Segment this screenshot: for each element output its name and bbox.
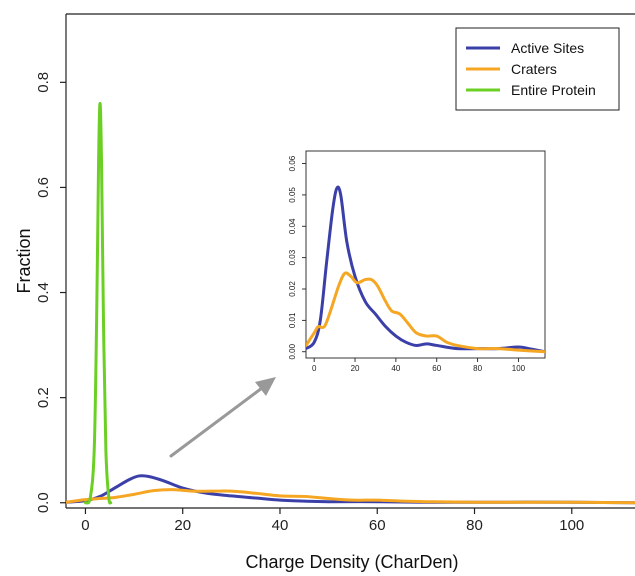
x-axis-title: Charge Density (CharDen)	[245, 552, 458, 572]
legend-entry: Craters	[511, 61, 557, 77]
inset-y-tick-label: 0.00	[288, 343, 297, 359]
inset-y-tick-label: 0.03	[288, 249, 297, 265]
main-x-tick-label: 0	[81, 517, 89, 534]
inset-y-tick-label: 0.05	[288, 187, 297, 203]
main-y-tick-label: 0.2	[35, 387, 52, 408]
y-axis-title: Fraction	[14, 228, 34, 293]
main-x-tick-label: 80	[466, 517, 483, 534]
inset-x-tick-label: 40	[391, 364, 400, 373]
inset-series-line-craters	[306, 271, 545, 354]
inset-x-tick-label: 60	[432, 364, 441, 373]
inset-y-tick-label: 0.06	[288, 155, 297, 171]
inset-x-tick-label: 0	[312, 364, 317, 373]
main-x-tick-label: 60	[369, 517, 386, 534]
main-x-tick-label: 40	[272, 517, 289, 534]
main-plot: 0 20 40 60 80 100 0.0 0.2 0.4 0.6 0.8 Charge Densit…	[14, 13, 635, 572]
legend-entry: Active Sites	[511, 40, 584, 56]
inset-x-tick-label: 20	[351, 364, 360, 373]
main-y-tick-label: 0.6	[35, 177, 52, 198]
main-x-tick-label: 20	[174, 517, 191, 534]
arrow-shaft	[169, 386, 264, 458]
inset-plot-frame	[305, 150, 546, 359]
main-series-group	[66, 101, 635, 505]
inset-y-tick-label: 0.02	[288, 281, 297, 297]
main-series-line-craters	[66, 488, 635, 505]
inset-y-tick-label: 0.04	[288, 218, 297, 234]
main-x-tick-label: 100	[559, 517, 584, 534]
arrow-head	[255, 377, 276, 396]
main-series-line-entire-protein	[83, 101, 113, 505]
inset-series-group	[306, 185, 545, 354]
inset-x-tick-label: 100	[512, 364, 526, 373]
main-y-tick-label: 0.0	[35, 492, 52, 513]
legend-entry: Entire Protein	[511, 82, 596, 98]
legend: Active Sites Craters Entire Protein	[455, 27, 620, 111]
main-y-tick-label: 0.4	[35, 282, 52, 303]
inset-y-tick-label: 0.01	[288, 312, 297, 328]
arrow-up-right-icon	[169, 377, 276, 458]
main-y-tick-label: 0.8	[35, 72, 52, 93]
inset-plot: 0 20 40 60 80 100 0.00 0.01 0.02 0.03 0.04 0.05 0.06	[288, 150, 546, 373]
inset-x-tick-label: 80	[473, 364, 482, 373]
